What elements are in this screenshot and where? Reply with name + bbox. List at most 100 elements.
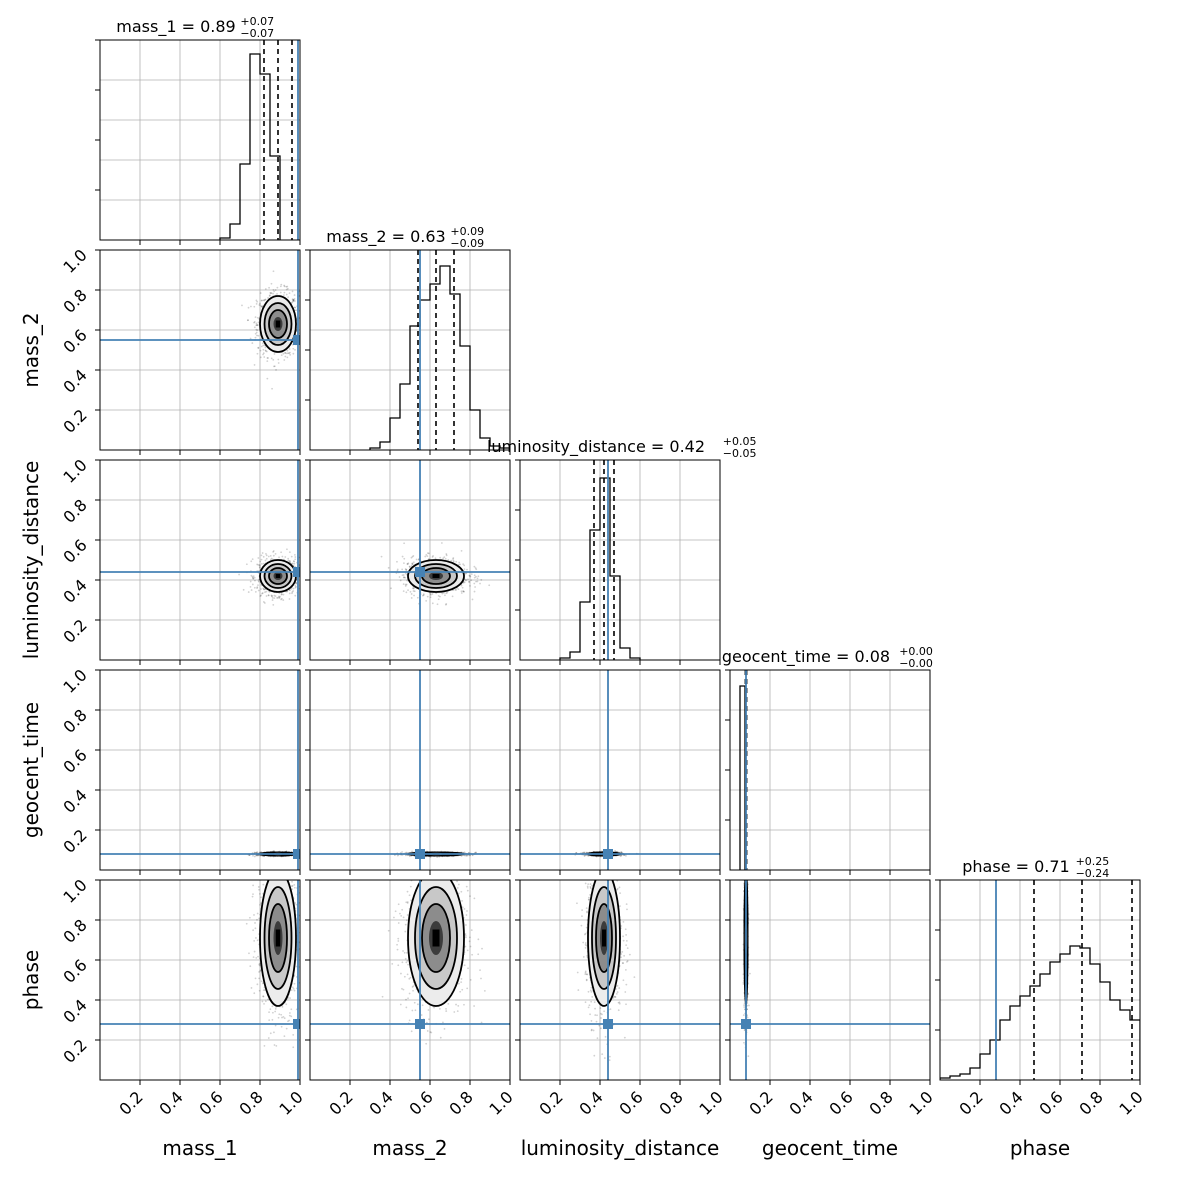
sample-point — [466, 568, 468, 571]
sample-point — [262, 587, 265, 590]
sample-point — [412, 555, 415, 557]
sample-point — [263, 588, 265, 591]
sample-point — [253, 321, 255, 324]
sample-point — [293, 298, 296, 300]
sample-point — [293, 562, 296, 565]
sample-point — [424, 555, 427, 558]
sample-point — [264, 591, 266, 594]
sample-point — [272, 292, 274, 295]
sample-point — [410, 556, 413, 559]
sample-point — [269, 558, 272, 561]
sample-point — [304, 856, 306, 858]
sample-point — [255, 302, 258, 305]
y-tick-label: 0.6 — [59, 325, 90, 356]
sample-point — [405, 591, 408, 594]
sample-point — [252, 854, 254, 857]
sample-point — [267, 357, 269, 359]
sample-point — [293, 294, 296, 296]
sample-point — [278, 597, 281, 599]
truth-marker — [415, 567, 425, 577]
sample-point — [473, 576, 476, 579]
sample-point — [442, 557, 445, 560]
sample-point — [476, 577, 479, 580]
sample-point — [283, 291, 286, 294]
sample-point — [267, 594, 270, 597]
sample-point — [411, 563, 413, 565]
sample-point — [276, 292, 278, 295]
sample-point — [403, 542, 406, 545]
panel-mass_1-vs-mass_1: mass_1 = 0.89 +0.07−0.07 — [95, 15, 301, 245]
sample-point — [404, 583, 407, 586]
sample-point — [259, 560, 262, 563]
sample-point — [444, 558, 447, 560]
sample-point — [401, 851, 403, 853]
sample-point — [462, 563, 465, 566]
sample-point — [408, 565, 411, 568]
sample-point — [431, 556, 434, 558]
sample-point — [270, 357, 273, 360]
sample-point — [259, 349, 262, 352]
axes-frame — [309, 669, 511, 871]
sample-point — [257, 563, 260, 566]
sample-point — [404, 576, 407, 579]
sample-point — [281, 555, 284, 558]
sample-point — [471, 598, 474, 601]
sample-point — [304, 853, 306, 855]
sample-point — [445, 603, 448, 605]
sample-point — [274, 552, 277, 555]
sample-point — [272, 850, 275, 852]
panel-content — [559, 460, 641, 660]
sample-point — [294, 558, 297, 561]
sample-point — [468, 574, 471, 577]
sample-point — [402, 574, 405, 576]
sample-point — [479, 582, 481, 585]
sample-point — [288, 592, 291, 595]
sample-point — [403, 562, 405, 565]
axes-frame — [309, 459, 511, 661]
sample-point — [429, 593, 432, 596]
sample-point — [253, 855, 256, 858]
title-lower-error: −0.07 — [240, 27, 274, 40]
sample-point — [301, 854, 303, 856]
sample-point — [304, 853, 306, 855]
sample-point — [402, 590, 405, 592]
sample-point — [255, 331, 258, 334]
sample-point — [271, 596, 274, 599]
sample-point — [463, 854, 466, 857]
sample-point — [256, 316, 259, 319]
sample-point — [294, 348, 296, 351]
sample-point — [459, 563, 461, 566]
sample-point — [302, 350, 304, 352]
sample-point — [464, 579, 467, 582]
sample-point — [473, 582, 476, 585]
sample-point — [410, 564, 413, 567]
sample-point — [264, 350, 267, 352]
axes-frame — [99, 249, 301, 451]
sample-point — [416, 596, 419, 599]
sample-point — [402, 576, 405, 579]
sample-point — [411, 562, 414, 565]
sample-point — [410, 597, 413, 599]
sample-point — [285, 293, 288, 296]
sample-point — [428, 552, 430, 555]
sample-point — [285, 352, 288, 355]
sample-point — [465, 578, 468, 581]
sample-point — [257, 334, 260, 337]
sample-point — [443, 556, 446, 558]
sample-point — [238, 573, 240, 576]
y-tick-label: 0.2 — [59, 825, 90, 856]
sample-point — [452, 560, 455, 563]
sample-point — [262, 299, 265, 302]
sample-point — [257, 584, 259, 587]
title-upper-error: +0.05 — [723, 435, 757, 448]
sample-point — [436, 856, 439, 859]
sample-point — [261, 305, 264, 308]
sample-point — [467, 580, 470, 583]
sample-point — [254, 579, 256, 582]
sample-point — [280, 593, 283, 596]
sample-point — [457, 563, 460, 566]
sample-point — [439, 556, 442, 559]
sample-point — [253, 576, 256, 579]
axes-frame — [99, 669, 301, 871]
title-text: mass_2 = 0.63 — [326, 227, 445, 247]
